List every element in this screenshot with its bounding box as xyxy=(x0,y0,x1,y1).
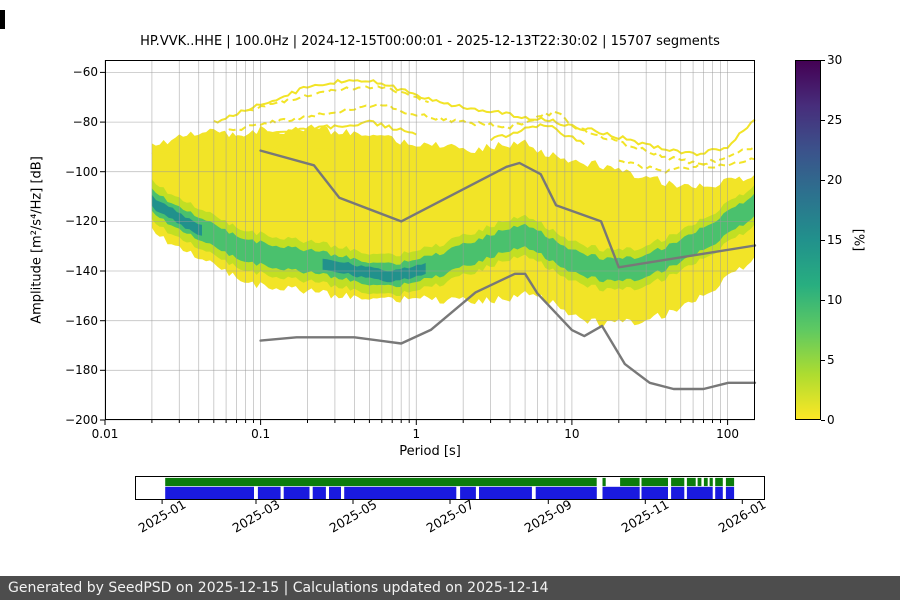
colorbar-tick-label: 20 xyxy=(827,173,843,187)
colorbar-tick-label: 10 xyxy=(827,293,843,307)
coverage-segment-available xyxy=(602,486,640,500)
colorbar xyxy=(795,60,821,420)
histogram-core xyxy=(151,194,202,236)
coverage-segment-available xyxy=(535,486,597,500)
colorbar-tick-mark xyxy=(821,420,825,421)
coverage-segment-available xyxy=(671,486,685,500)
coverage-segment-processed xyxy=(725,477,735,487)
y-tick-label: −100 xyxy=(65,164,98,179)
colorbar-tick-mark xyxy=(821,240,825,241)
colorbar-tick-label: 15 xyxy=(827,233,843,247)
colorbar-tick-mark xyxy=(821,60,825,61)
y-tick-label: −60 xyxy=(72,65,98,80)
y-tick-label: −160 xyxy=(65,313,98,328)
coverage-segment-processed xyxy=(709,477,713,487)
x-axis-label: Period [s] xyxy=(399,444,461,459)
y-tick-label: −80 xyxy=(72,115,98,130)
coverage-segment-available xyxy=(283,486,310,500)
y-tick-label: −180 xyxy=(65,363,98,378)
footer-text: Generated by SeedPSD on 2025-12-15 | Cal… xyxy=(8,580,549,596)
coverage-segment-available xyxy=(257,486,281,500)
histogram-core xyxy=(322,258,426,283)
coverage-segment-processed xyxy=(620,477,640,487)
histogram-body xyxy=(151,124,755,327)
histogram-streak xyxy=(245,85,429,112)
x-tick-label: 10 xyxy=(564,427,580,441)
x-tick-label: 1 xyxy=(412,427,421,441)
coverage-segment-available xyxy=(165,486,254,500)
coverage-segment-processed xyxy=(165,477,597,487)
psd-plot xyxy=(100,60,757,425)
x-tick-label: 100 xyxy=(716,427,740,441)
coverage-segment-processed xyxy=(715,477,723,487)
colorbar-tick-label: 5 xyxy=(827,353,835,367)
histogram-streak xyxy=(489,123,585,146)
y-tick-label: −140 xyxy=(65,264,98,279)
colorbar-tick-label: 0 xyxy=(827,413,835,427)
colorbar-tick-mark xyxy=(821,180,825,181)
coverage-segment-processed xyxy=(641,477,668,487)
timeline-frame xyxy=(135,476,765,500)
histogram-streak xyxy=(178,119,417,146)
y-tick-label: −120 xyxy=(65,214,98,229)
chart-title: HP.VVK..HHE | 100.0Hz | 2024-12-15T00:00… xyxy=(140,34,720,49)
colorbar-tick-mark xyxy=(821,360,825,361)
y-tick-label: −200 xyxy=(65,413,98,427)
x-tick-label: 0.01 xyxy=(91,427,119,441)
colorbar-tick-label: 30 xyxy=(827,53,843,67)
coverage-segment-processed xyxy=(602,477,606,487)
histogram-streak xyxy=(213,78,756,157)
screen-edge-artifact xyxy=(0,10,5,29)
plot-frame xyxy=(105,60,755,420)
x-tick-label: 0.1 xyxy=(251,427,271,441)
coverage-segment-processed xyxy=(697,477,702,487)
histogram-band-inner xyxy=(151,188,755,288)
coverage-segment-available xyxy=(641,486,668,500)
histogram-streak xyxy=(198,103,756,169)
colorbar-tick-label: 25 xyxy=(827,113,843,127)
nlnm-line xyxy=(259,272,757,391)
nhnm-line xyxy=(259,149,757,269)
coverage-segment-available xyxy=(312,486,326,500)
coverage-segment-available xyxy=(479,486,532,500)
coverage-segment-available xyxy=(715,486,723,500)
colorbar-tick-mark xyxy=(821,300,825,301)
coverage-segment-processed xyxy=(686,477,696,487)
colorbar-tick-mark xyxy=(821,120,825,121)
histogram-streak xyxy=(618,146,756,174)
coverage-segment-available xyxy=(460,486,476,500)
histogram-streak xyxy=(151,144,355,156)
y-axis-label: Amplitude [m²/s⁴/Hz] [dB] xyxy=(29,156,45,324)
coverage-segment-available xyxy=(686,486,713,500)
footer-bar: Generated by SeedPSD on 2025-12-15 | Cal… xyxy=(0,576,900,600)
coverage-segment-processed xyxy=(703,477,708,487)
coverage-segment-available xyxy=(344,486,457,500)
coverage-segment-available xyxy=(329,486,341,500)
coverage-segment-processed xyxy=(671,477,685,487)
coverage-timeline xyxy=(135,476,765,504)
coverage-segment-available xyxy=(725,486,735,500)
